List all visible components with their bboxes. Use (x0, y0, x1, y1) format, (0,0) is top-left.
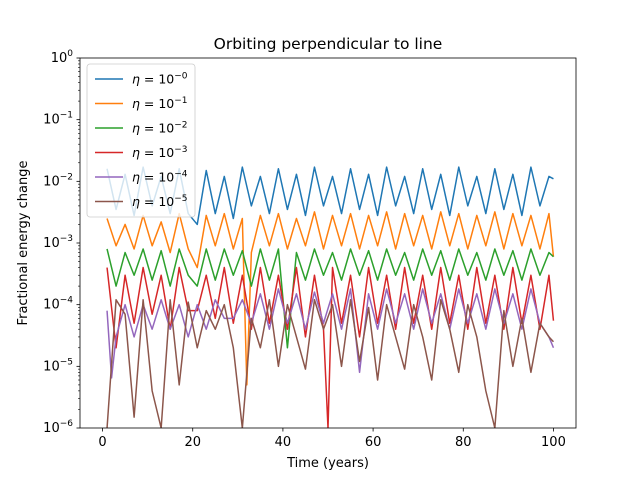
legend-label-5: η = 10−5 (132, 194, 188, 209)
y-tick-label: 100 (51, 49, 74, 66)
y-tick-label: 10−4 (43, 296, 73, 313)
x-tick-label: 40 (275, 435, 292, 450)
chart-title: Orbiting perpendicular to line (214, 35, 443, 53)
y-tick-label: 10−3 (43, 234, 73, 251)
series-layer (106, 166, 555, 428)
series-line-2 (106, 248, 554, 349)
legend-label-0: η = 10−0 (132, 72, 188, 87)
legend-label-2: η = 10−2 (132, 121, 188, 136)
x-tick-label: 100 (541, 435, 566, 450)
y-tick-label: 10−6 (43, 419, 73, 436)
y-axis: 10−6 10−5 10−4 10−3 10−2 10−1 100 (43, 49, 80, 436)
x-axis-label: Time (years) (286, 456, 369, 471)
x-tick-label: 80 (455, 435, 472, 450)
legend-label-4: η = 10−4 (132, 170, 188, 185)
series-line-1 (106, 211, 555, 386)
x-tick-label: 60 (365, 435, 382, 450)
y-tick-label: 10−1 (43, 111, 73, 128)
legend-label-3: η = 10−3 (132, 145, 188, 160)
y-tick-label: 10−2 (43, 172, 73, 189)
x-tick-label: 0 (98, 435, 106, 450)
series-line-4 (106, 288, 555, 379)
series-line-3 (106, 266, 555, 428)
legend-box (86, 63, 196, 218)
y-tick-label: 10−5 (43, 357, 73, 374)
y-axis-label: Fractional energy change (16, 161, 31, 326)
x-axis: 0 20 40 60 80 100 (98, 428, 566, 450)
x-tick-label: 20 (184, 435, 201, 450)
legend: η = 10−0 η = 10−1 η = 10−2 η = 10−3 η = 10−4… (86, 63, 196, 218)
series-line-5 (106, 299, 555, 428)
legend-label-1: η = 10−1 (132, 96, 188, 111)
